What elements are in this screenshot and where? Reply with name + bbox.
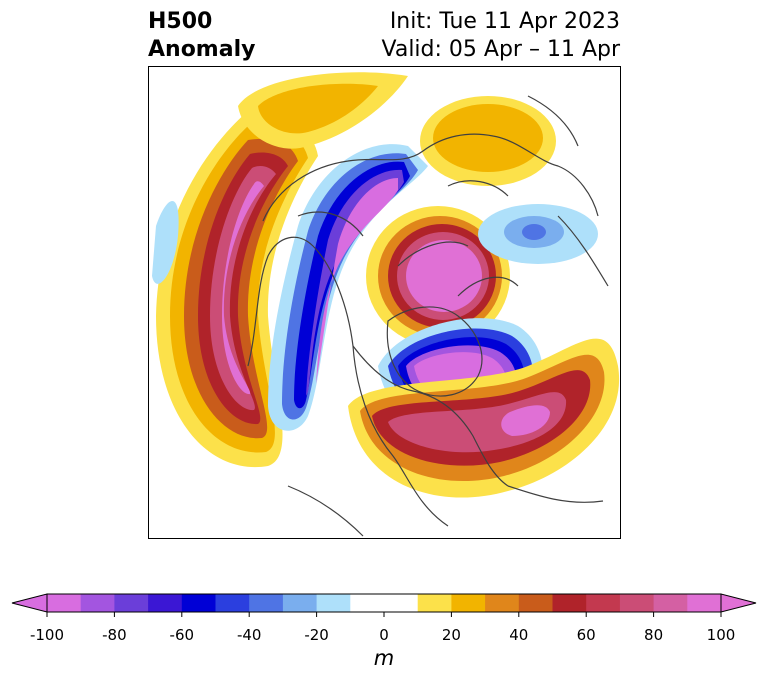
colorbar-bin [114, 594, 148, 612]
valid-range-label: Valid: 05 Apr – 11 Apr [382, 36, 621, 64]
colorbar-bin [485, 594, 519, 612]
colorbar-extend-high [721, 594, 756, 612]
colorbar-tick-label: 60 [577, 626, 596, 644]
colorbar-bin [283, 594, 317, 612]
colorbar-tick-label: 20 [442, 626, 461, 644]
colorbar-bin [620, 594, 654, 612]
colorbar-bin [182, 594, 216, 612]
colorbar-ticks [47, 612, 721, 617]
anomaly-map [148, 66, 621, 539]
colorbar-unit: m [374, 646, 394, 670]
title-line-1: H500 [148, 8, 255, 36]
colorbar-bin [586, 594, 620, 612]
title-line-2: Anomaly [148, 36, 255, 64]
colorbar-tick-label: 100 [707, 626, 736, 644]
colorbar-bins [12, 594, 756, 612]
colorbar-tick-label: -20 [304, 626, 329, 644]
colorbar-bin [350, 594, 418, 612]
colorbar-bin [451, 594, 485, 612]
colorbar-bin [317, 594, 351, 612]
colorbar-bin [81, 594, 115, 612]
colorbar-tick-label: 40 [509, 626, 528, 644]
init-date-label: Init: Tue 11 Apr 2023 [382, 8, 621, 36]
date-info: Init: Tue 11 Apr 2023 Valid: 05 Apr – 11… [382, 8, 621, 64]
colorbar-bin [553, 594, 587, 612]
colorbar-tick-label: 80 [644, 626, 663, 644]
colorbar-bin [216, 594, 250, 612]
anomaly-field [148, 66, 621, 539]
colorbar-bin [687, 594, 721, 612]
map-title: H500 Anomaly [148, 8, 255, 64]
colorbar-tick-label: -100 [30, 626, 64, 644]
colorbar-bin [47, 594, 81, 612]
colorbar-bin [418, 594, 452, 612]
colorbar-tick-label: 0 [379, 626, 389, 644]
mediterranean-trough [478, 204, 598, 264]
colorbar-extend-low [12, 594, 47, 612]
colorbar-tick-label: -80 [102, 626, 127, 644]
colorbar [0, 580, 768, 624]
colorbar-tick-label: -60 [170, 626, 195, 644]
colorbar-bin [519, 594, 553, 612]
colorbar-bin [654, 594, 688, 612]
colorbar-tick-label: -40 [237, 626, 262, 644]
colorbar-bin [249, 594, 283, 612]
colorbar-bin [148, 594, 182, 612]
